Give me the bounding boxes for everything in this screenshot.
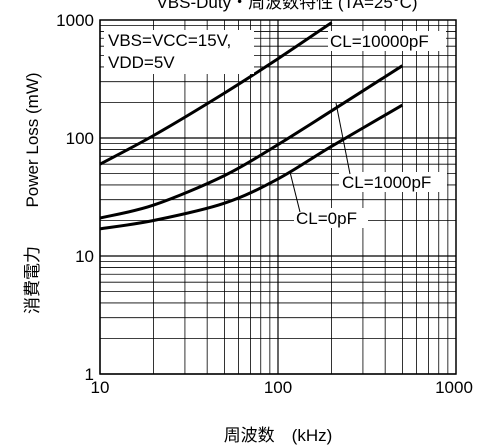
x-tick-label: 10 (91, 378, 110, 397)
y-tick-label: 100 (66, 129, 94, 148)
series-line-2 (99, 103, 404, 231)
condition-line-2: VDD=5V (108, 53, 175, 72)
label-bg (339, 172, 447, 192)
plot-frame (99, 19, 457, 375)
leader-line-cl0 (289, 171, 301, 213)
y-tick-label: 1 (85, 365, 94, 384)
series-line-0 (99, 21, 333, 166)
y-tick-label: 10 (75, 247, 94, 266)
grid-lines (99, 20, 456, 375)
chart-title: VBS-Duty・周波数特性 (TA=25°C) (156, 0, 417, 12)
x-tick-label: 1000 (435, 378, 473, 397)
label-bg (328, 31, 446, 51)
x-tick-label: 100 (264, 378, 292, 397)
x-axis-label: 周波数 (kHz) (224, 426, 333, 445)
conditions-box-bg (104, 30, 254, 74)
y-tick-label: 1000 (56, 11, 94, 30)
leader-line-cl1000 (335, 102, 351, 175)
y-axis-label-ja: 消費電力 (23, 246, 42, 314)
series-lines (99, 21, 404, 231)
label-bg (294, 208, 368, 228)
condition-line-1: VBS=VCC=15V, (108, 31, 231, 50)
series-line-1 (99, 64, 404, 220)
y-axis-label-en: Power Loss (mW) (23, 72, 42, 207)
series-label-cl0: CL=0pF (296, 209, 357, 228)
series-label-cl10000: CL=10000pF (330, 32, 429, 51)
series-label-cl1000: CL=1000pF (342, 173, 431, 192)
